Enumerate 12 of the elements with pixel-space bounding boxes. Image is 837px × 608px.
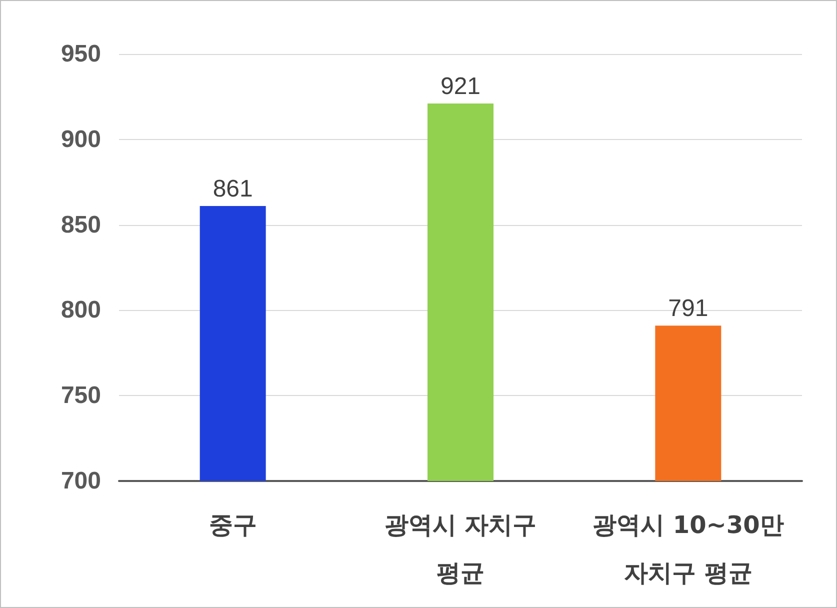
y-tick-label: 700 — [60, 468, 101, 494]
y-tick-label: 800 — [60, 296, 101, 324]
data-label: 921 — [440, 73, 481, 100]
y-tick-label: 850 — [60, 211, 101, 238]
x-tick-label: 중구 — [208, 511, 257, 539]
y-tick-label: 950 — [60, 40, 101, 68]
data-label: 791 — [668, 295, 708, 322]
y-tick-label: 750 — [60, 382, 101, 410]
x-tick-label: 광역시 10~30만 자치구 평균 — [592, 511, 784, 587]
x-tick-label: 광역시 자치구 평균 — [384, 511, 537, 587]
y-tick-label: 900 — [60, 126, 101, 153]
data-label: 861 — [212, 176, 253, 203]
